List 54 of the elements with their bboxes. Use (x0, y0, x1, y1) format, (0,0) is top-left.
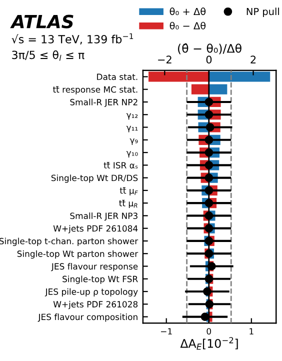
y-tick-label: tt̄ μ$_{R}$ (119, 200, 138, 208)
x-tick-label: 1 (250, 328, 254, 334)
y-tick-label: tt̄ μ$_{F}$ (120, 187, 138, 196)
bar (148, 72, 209, 82)
point (204, 212, 214, 220)
point (204, 148, 214, 157)
y-tick-label: Single-top Wt FSR (62, 276, 138, 284)
y-tick-label: W+jets PDF 261028 (53, 300, 138, 310)
y-tick-label: W+jets PDF 261084 (53, 225, 138, 234)
point (203, 287, 212, 296)
y-tick-label: Single-top Wt parton shower (17, 250, 138, 259)
chart-title: ATLAS (10, 14, 74, 28)
point (204, 236, 214, 246)
x2-tick-label: 0 (206, 56, 212, 64)
point (204, 249, 214, 258)
point (204, 224, 214, 232)
y-tick-label: Small-R JER NP3 (70, 212, 138, 221)
point (204, 98, 214, 106)
point (204, 198, 214, 208)
point (204, 274, 214, 284)
legend-label: NP pull (246, 8, 279, 18)
y-tick-label: γ₁₀ (126, 151, 138, 158)
text: 3π/5 ≤ θ$_{l}$ ≤ π (12, 50, 84, 61)
bar (208, 72, 270, 82)
y-tick-label: γ₁₁ (126, 126, 138, 132)
point (205, 300, 214, 308)
x2-axis-title: (θ̂ − θ₀)/Δθ (178, 43, 242, 54)
y-tick-label: Small-R JER NP2 (70, 98, 138, 107)
y-tick-label: JES flavour composition (38, 314, 138, 322)
y-tick-label: γ₁₂ (126, 113, 138, 120)
y-tick-label: tt̄ response MC stat. (52, 86, 138, 94)
y-tick-label: γ₉ (130, 138, 138, 145)
bar (191, 84, 209, 94)
y-tick-label: Single-top Wt DR/DS (51, 174, 138, 183)
point (204, 110, 214, 119)
x2-tick-label: 2 (250, 56, 256, 64)
y-tick-label: JES pile-up ρ topology (44, 288, 138, 296)
x2-tick-label: −2 (158, 56, 172, 64)
y-tick-label: JES flavour response (51, 263, 138, 272)
point (204, 186, 214, 195)
x-tick-label: 0 (206, 328, 212, 335)
legend-label: θ₀ + Δθ (170, 8, 206, 16)
bar (208, 84, 228, 94)
point (206, 123, 214, 132)
point (204, 174, 214, 182)
legend-label: θ₀ − Δθ (170, 22, 206, 30)
y-tick-label: Data stat. (97, 74, 138, 80)
point (204, 136, 214, 144)
point (200, 312, 210, 321)
point (204, 160, 214, 170)
x-tick-label: −1 (161, 328, 172, 334)
y-tick-label: tt̄ ISR αₛ (104, 162, 138, 168)
chart-subtitle: √s = 13 TeV, 139 fb$^{−1}$ (12, 33, 134, 45)
x-axis-title: ΔA$_{E}$[10$^{−2}$] (180, 337, 238, 350)
